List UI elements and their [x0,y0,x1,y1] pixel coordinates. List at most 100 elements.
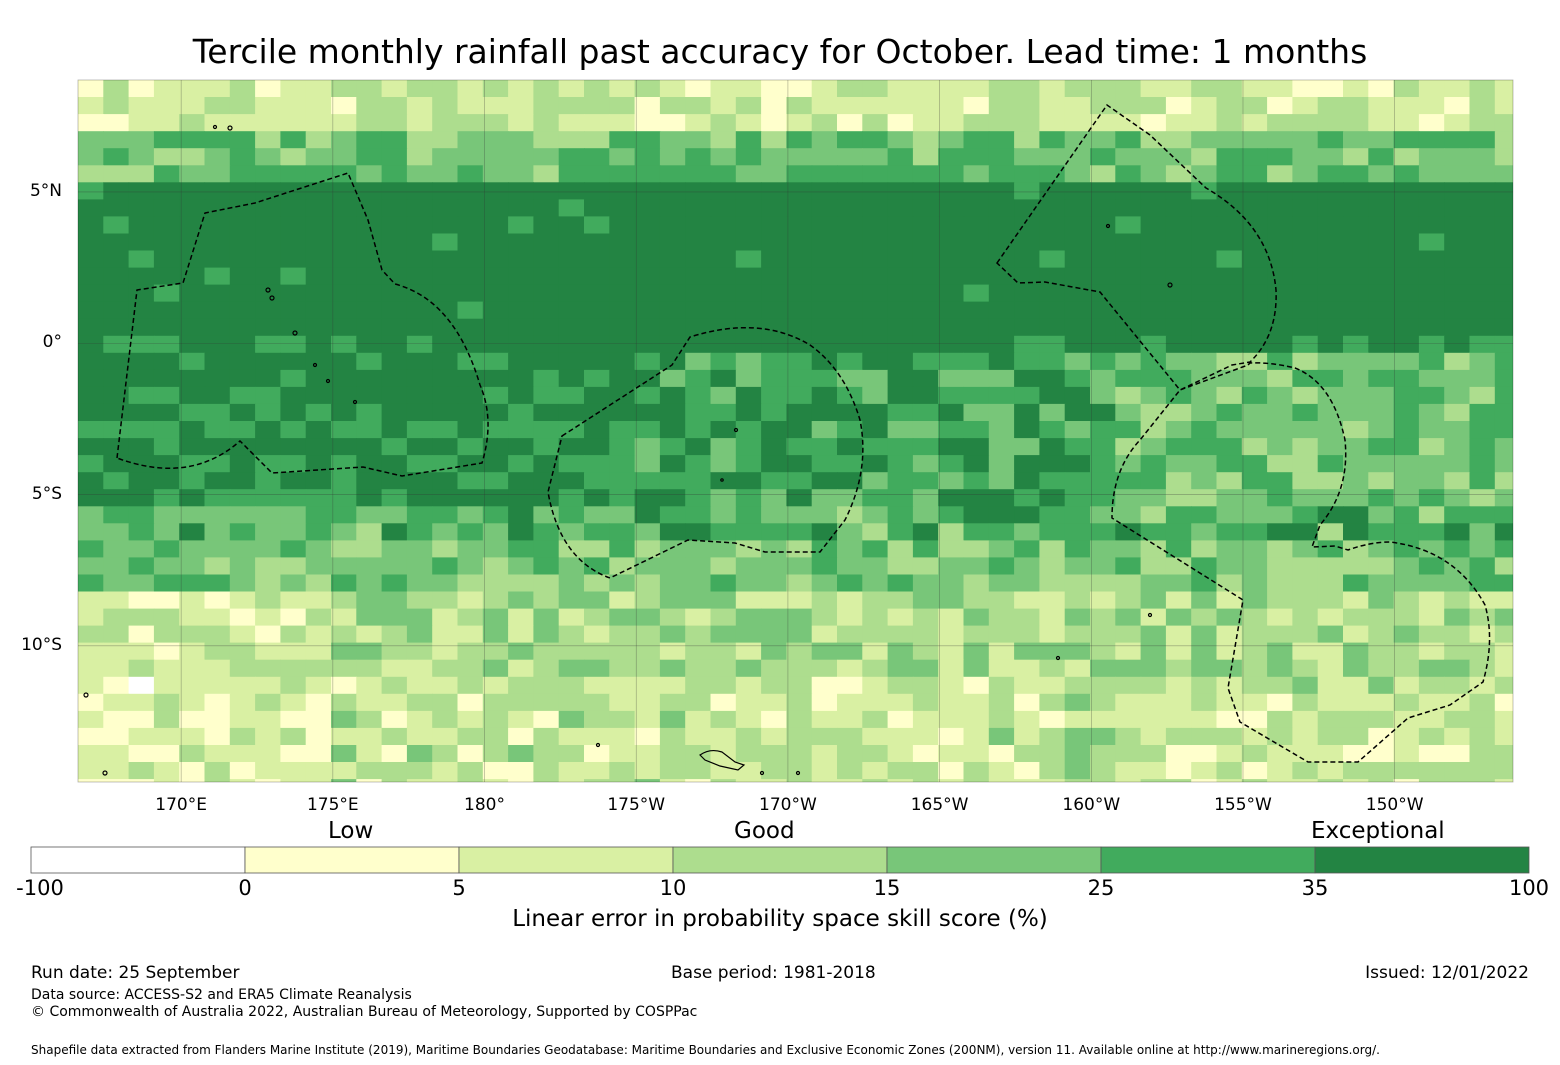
skill-cell [609,591,636,610]
skill-cell [1393,216,1420,235]
skill-cell [153,676,180,695]
skill-cell [1191,625,1218,644]
skill-cell [1418,199,1445,218]
skill-cell [1317,114,1344,132]
skill-cell [153,745,180,763]
skill-cell [381,165,408,183]
skill-cell [280,710,307,729]
skill-cell [179,114,206,132]
latitude-label: 5°S [31,483,62,504]
skill-cell [837,284,863,303]
skill-cell [508,97,534,115]
skill-cell [609,352,636,371]
skill-cell [1343,608,1369,627]
skill-cell [710,625,737,644]
skill-cell [938,574,965,593]
island [265,287,271,293]
skill-cell [432,80,459,98]
skill-cell [331,114,357,132]
skill-cell [280,762,307,780]
skill-cell [735,591,762,610]
skill-cell [1292,506,1319,524]
skill-cell [1216,745,1243,763]
skill-cell [1039,233,1066,252]
skill-cell [103,114,130,132]
skill-cell [1343,386,1369,405]
skill-cell [179,369,206,388]
skill-cell [710,574,737,593]
skill-cell [204,199,231,218]
skill-cell [988,148,1015,166]
skill-cell [988,165,1015,183]
skill-cell [381,523,408,541]
skill-cell [153,335,180,354]
skill-cell [1317,97,1344,115]
skill-cell [1165,131,1192,149]
skill-cell [1393,301,1420,320]
skill-cell [331,182,357,200]
skill-cell [204,165,231,183]
skill-cell [1267,369,1293,388]
skill-cell [1444,676,1471,695]
skill-cell [381,182,408,200]
skill-cell [988,506,1015,524]
skill-cell [710,80,737,98]
skill-cell [1216,352,1243,371]
skill-cell [938,369,965,388]
skill-cell [609,301,636,320]
skill-cell [1317,216,1344,235]
skill-cell [1292,301,1319,320]
skill-cell [786,182,813,200]
skill-cell [356,557,383,576]
skill-cell [862,369,889,388]
skill-cell [1494,762,1513,780]
skill-cell [1165,659,1192,678]
skill-cell [938,591,965,610]
skill-cell [685,216,712,235]
skill-cell [305,148,332,166]
skill-cell [761,233,787,252]
skill-cell [229,318,256,337]
skill-cell [1115,352,1142,371]
skill-cell [1140,489,1167,507]
skill-cell [1241,779,1268,782]
skill-cell [1292,318,1319,337]
skill-cell [1267,727,1293,746]
skill-cell [887,165,914,183]
skill-cell [1292,369,1319,388]
skill-cell [988,523,1015,541]
skill-cell [255,676,281,695]
skill-cell [153,762,180,780]
skill-cell [432,625,459,644]
skill-cell [558,335,585,354]
skill-cell [1115,421,1142,439]
skill-cell [103,80,130,98]
skill-cell [584,659,610,678]
skill-cell [584,97,610,115]
skill-cell [1317,386,1344,405]
skill-cell [837,745,863,763]
skill-cell [609,762,636,780]
skill-cell [1241,352,1268,371]
skill-cell [331,131,357,149]
skill-cell [381,676,408,695]
skill-cell [406,369,433,388]
skill-cell [406,352,433,371]
skill-cell [1469,114,1496,132]
skill-cell [153,165,180,183]
skill-cell [811,386,838,405]
skill-cell [1241,676,1268,695]
skill-cell [1115,676,1142,695]
skill-cell [1140,762,1167,780]
skill-cell [1343,114,1369,132]
skill-cell [1418,284,1445,303]
skill-cell [1469,80,1496,98]
skill-cell [659,97,686,115]
skill-cell [761,727,787,746]
skill-cell [179,693,206,712]
skill-cell [912,489,939,507]
skill-cell [1165,301,1192,320]
skill-cell [1014,182,1040,200]
skill-cell [381,745,408,763]
skill-cell [1343,97,1369,115]
